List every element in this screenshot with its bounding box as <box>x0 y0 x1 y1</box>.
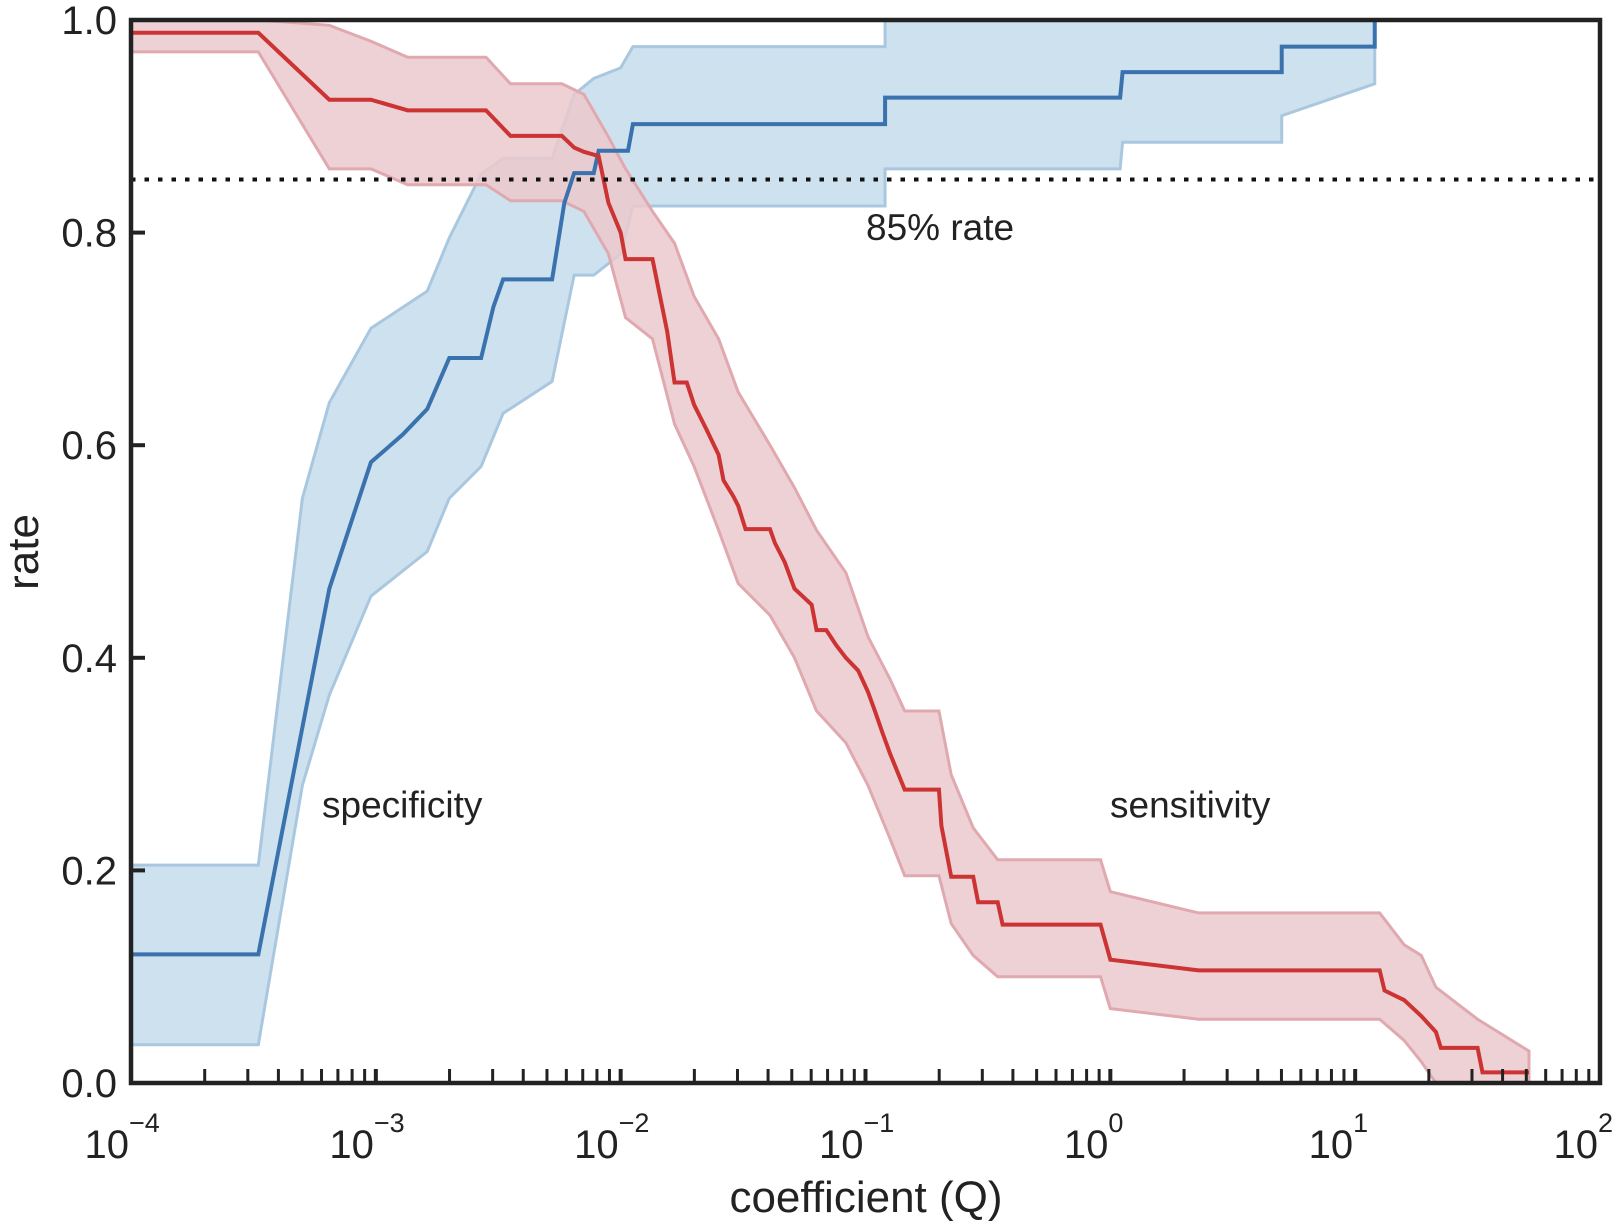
y-tick-label: 1.0 <box>61 0 117 43</box>
x-tick-exponent: −2 <box>619 1108 650 1138</box>
reference-line-label: 85% rate <box>866 207 1014 248</box>
y-tick-label: 0.6 <box>61 424 117 468</box>
x-axis-ticks: 10 −4 10 −3 10 −2 10 −1 10 0 10 1 10 2 <box>85 1069 1613 1167</box>
x-tick-exponent: 0 <box>1108 1108 1123 1138</box>
x-tick-label: 10 <box>574 1123 619 1167</box>
x-tick-label: 10 <box>85 1123 130 1167</box>
sensitivity-confidence-band <box>131 20 1531 1083</box>
x-tick-exponent: 1 <box>1353 1108 1368 1138</box>
x-tick-exponent: 2 <box>1598 1108 1613 1138</box>
specificity-annotation: specificity <box>322 784 483 825</box>
y-axis-ticks: 0.0 0.2 0.4 0.6 0.8 1.0 <box>61 0 145 1106</box>
x-tick-label: 10 <box>1064 1123 1109 1167</box>
series-lines <box>131 20 1529 1075</box>
x-tick-exponent: −4 <box>129 1108 160 1138</box>
x-tick-label: 10 <box>1554 1123 1599 1167</box>
x-tick-label: 10 <box>1309 1123 1354 1167</box>
x-tick-label: 10 <box>329 1123 374 1167</box>
sensitivity-annotation: sensitivity <box>1110 784 1271 825</box>
x-tick-label: 10 <box>819 1123 864 1167</box>
x-tick-exponent: −1 <box>864 1108 895 1138</box>
y-axis-label: rate <box>0 514 48 590</box>
confidence-bands <box>131 20 1531 1083</box>
sensitivity-line <box>131 30 1529 1075</box>
y-tick-label: 0.4 <box>61 637 117 681</box>
x-tick-exponent: −3 <box>374 1108 405 1138</box>
specificity-line <box>131 20 1377 957</box>
x-axis-label: coefficient (Q) <box>729 1173 1002 1222</box>
y-tick-label: 0.2 <box>61 849 117 893</box>
y-tick-label: 0.8 <box>61 212 117 256</box>
y-tick-label: 0.0 <box>61 1062 117 1106</box>
